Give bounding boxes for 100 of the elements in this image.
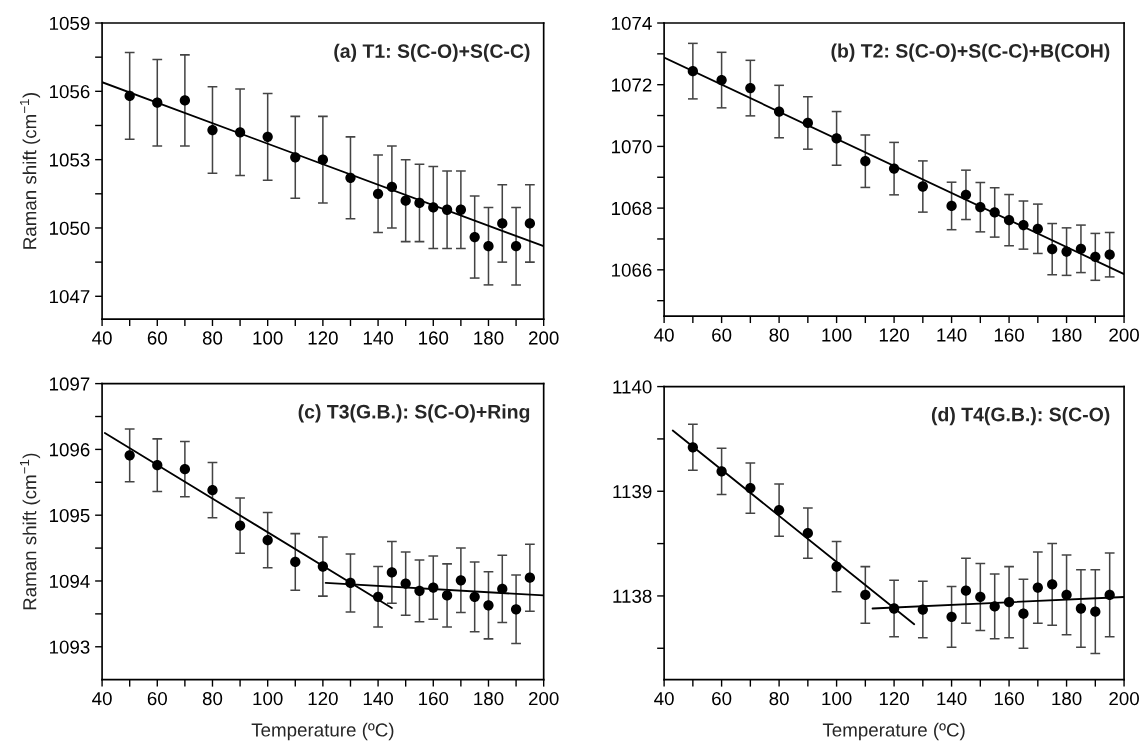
x-tick-label: 100 (822, 691, 852, 706)
point (687, 65, 699, 77)
point (510, 604, 522, 615)
point (1032, 582, 1043, 593)
x-tick-label: 120 (879, 328, 909, 342)
x-tick-label: 80 (202, 331, 223, 345)
point (124, 90, 135, 102)
point (386, 567, 398, 578)
point (1032, 223, 1043, 234)
point (1018, 608, 1029, 619)
y-tick-label: 1050 (50, 221, 90, 235)
point (888, 603, 900, 614)
x-tick-label: 60 (712, 691, 732, 706)
point (345, 577, 356, 589)
point (860, 589, 871, 601)
point (1047, 243, 1058, 255)
point (888, 163, 900, 174)
y-tick-label: 1053 (50, 153, 90, 167)
y-tick-label: 1068 (612, 201, 652, 216)
point (386, 181, 398, 193)
point (1075, 603, 1087, 614)
x-tick-label: 140 (363, 691, 393, 706)
x-tick-label: 200 (528, 691, 559, 706)
point (234, 520, 246, 531)
x-tick-label: 120 (308, 331, 338, 345)
text: (c) T3(G.B.): S(C-O)+Ring (298, 404, 530, 423)
x-tick-label: 120 (879, 691, 909, 706)
x-tick-label: 140 (937, 328, 967, 342)
point (207, 485, 218, 496)
point (372, 188, 384, 199)
x-tick-label: 100 (253, 691, 283, 706)
point (1003, 597, 1015, 608)
x-tick-label: 120 (308, 691, 338, 706)
point (773, 106, 785, 117)
y-tick-label: 1096 (50, 443, 90, 457)
x-tick-label: 60 (147, 331, 167, 345)
point (179, 463, 191, 475)
point (345, 172, 356, 184)
point (802, 117, 813, 129)
x-tick-label: 180 (1052, 328, 1082, 342)
text: (d) T4(G.B.): S(C-O) (931, 407, 1110, 426)
x-tick-label: 100 (822, 328, 852, 342)
point (497, 583, 508, 595)
y-tick-label: 1072 (612, 78, 652, 92)
y-tick-label: 1139 (613, 484, 652, 499)
point (716, 466, 727, 477)
y-tick-label: 1097 (50, 377, 90, 391)
x-tick-label: 40 (654, 328, 674, 342)
point (1090, 606, 1101, 617)
point (960, 585, 972, 596)
point (831, 133, 842, 144)
point (687, 442, 699, 453)
point (290, 152, 301, 163)
point (372, 591, 384, 602)
point (1047, 579, 1058, 590)
x-tick-label: 160 (419, 331, 449, 345)
point (975, 591, 986, 603)
point (745, 82, 756, 94)
point (124, 450, 135, 461)
y-tick-label: 1070 (612, 140, 652, 154)
point (946, 611, 957, 623)
point (179, 95, 191, 106)
x-tick-label: 60 (147, 691, 167, 706)
x-tick-label: 80 (202, 691, 223, 706)
point (441, 204, 453, 215)
point (975, 202, 986, 213)
x-tick-label: 140 (937, 691, 967, 706)
point (152, 460, 163, 471)
point (234, 127, 246, 138)
point (428, 582, 439, 593)
x-tick-label: 100 (253, 331, 283, 345)
x-tick-label: 60 (712, 328, 732, 342)
point (917, 604, 928, 615)
point (524, 572, 536, 583)
point (917, 181, 928, 192)
point (1003, 214, 1015, 226)
point (1018, 219, 1029, 231)
x-axis-title: Temperature (ºC) (822, 722, 965, 741)
point (262, 535, 273, 546)
point (400, 195, 411, 206)
x-tick-label: 40 (654, 691, 674, 706)
y-tick-label: 1138 (613, 589, 652, 603)
point (1061, 246, 1072, 257)
point (317, 561, 329, 572)
x-tick-label: 200 (1109, 691, 1139, 706)
y-tick-label: 1093 (50, 640, 90, 654)
point (802, 527, 813, 539)
x-tick-label: 200 (528, 331, 559, 345)
point (152, 97, 163, 108)
point (1090, 251, 1101, 263)
point (400, 578, 411, 589)
x-tick-label: 180 (1052, 691, 1082, 706)
point (745, 482, 756, 494)
point (716, 74, 727, 86)
y-tick-label: 1047 (50, 289, 90, 304)
point (207, 124, 218, 136)
point (469, 591, 480, 602)
point (1075, 243, 1087, 254)
y-tick-label: 1066 (612, 263, 652, 277)
x-tick-label: 160 (419, 691, 449, 706)
